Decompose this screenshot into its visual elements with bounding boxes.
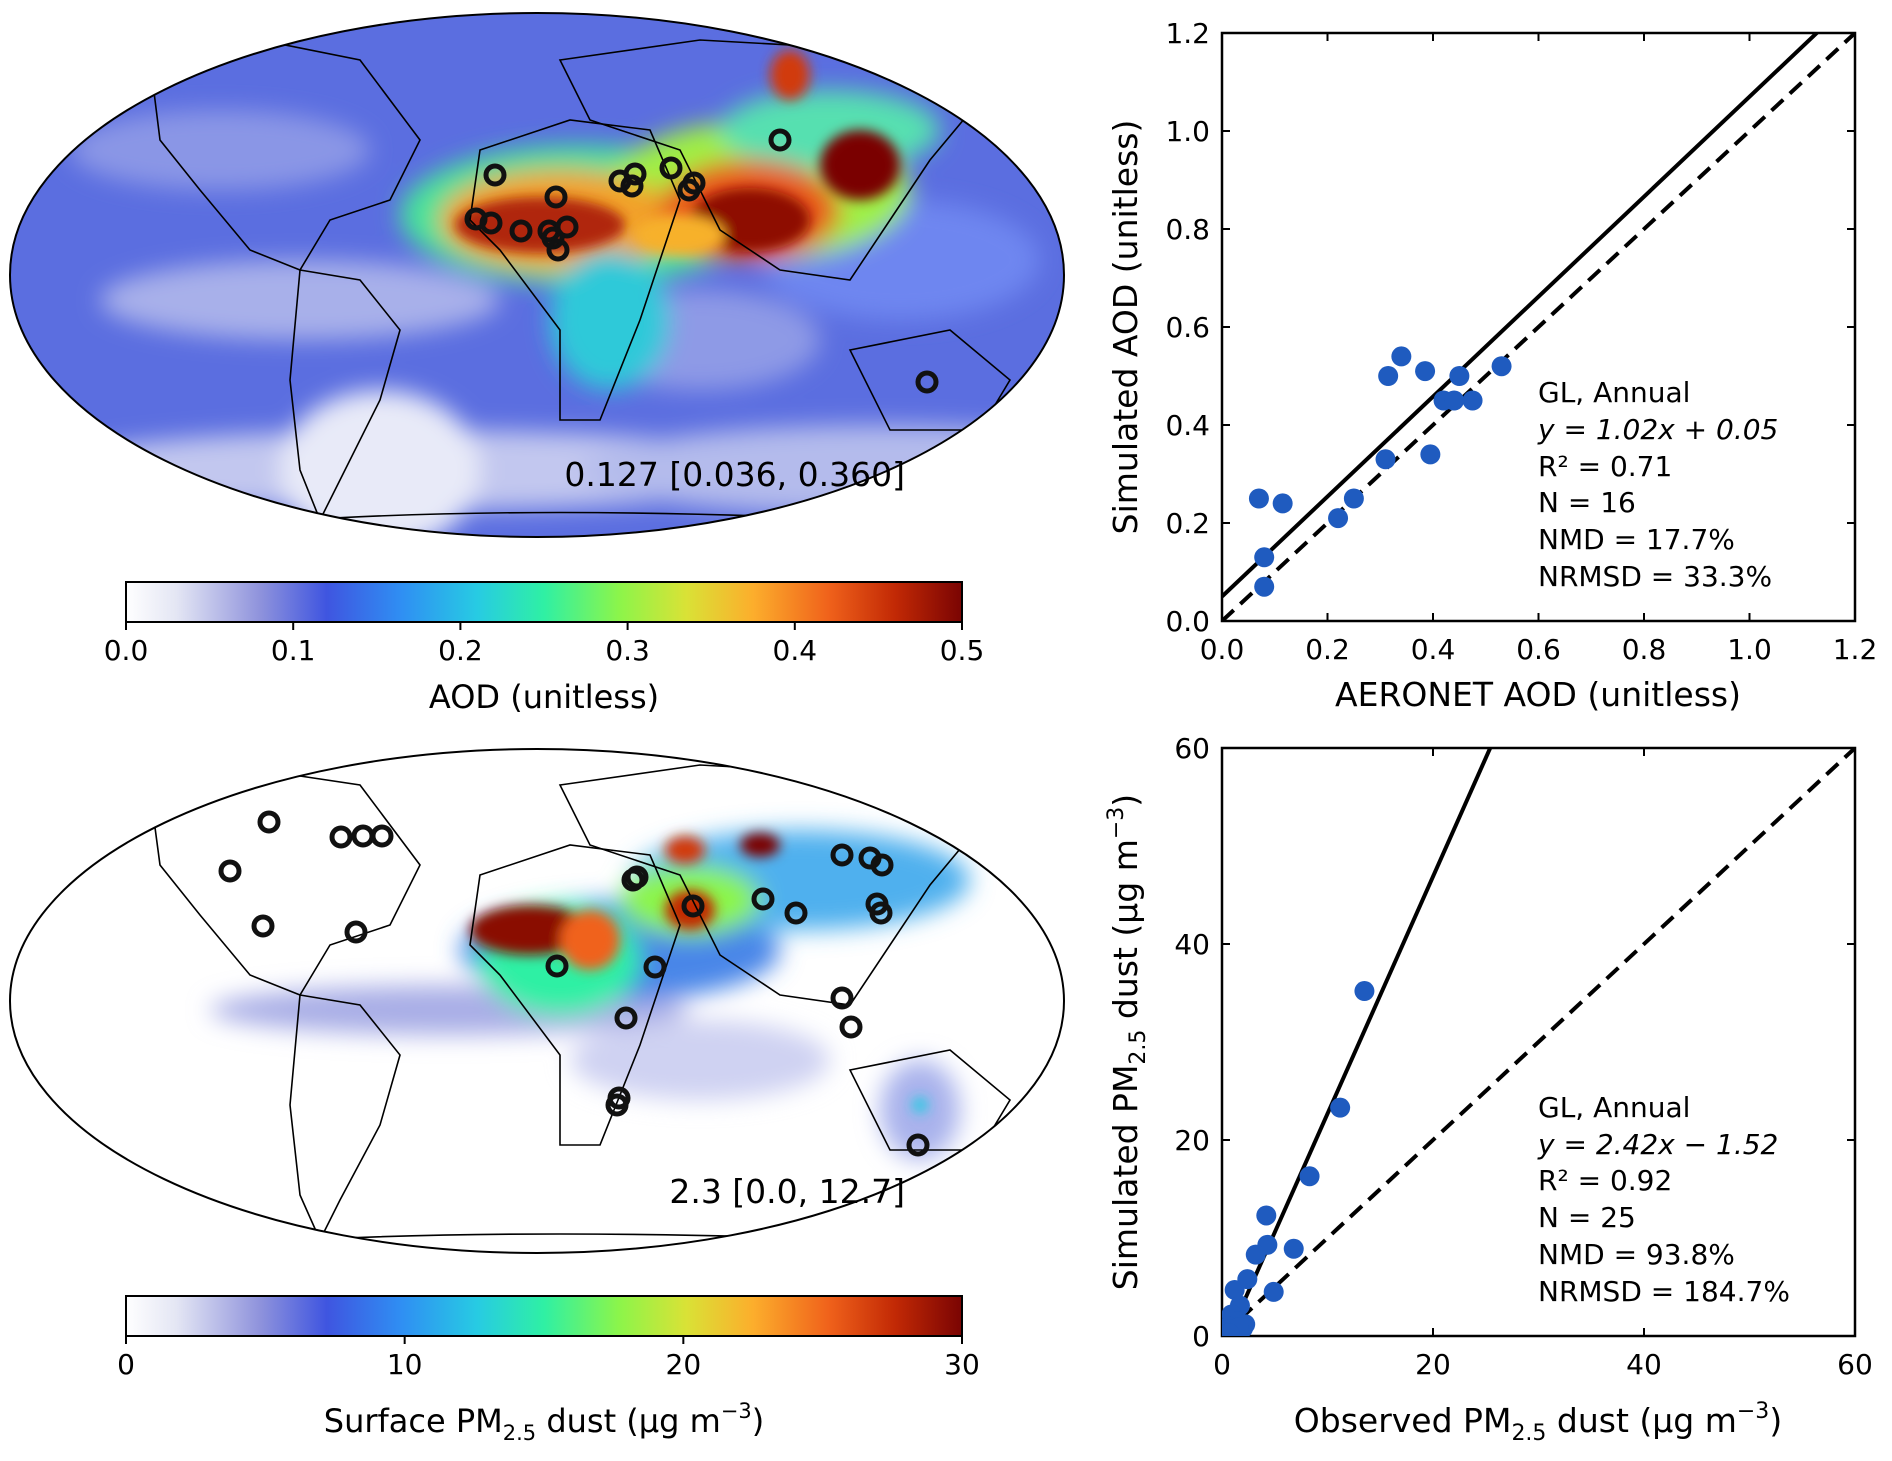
stat-r2: R² = 0.92 [1538,1164,1672,1197]
aod-scatter-data-point [1415,361,1436,382]
pm25-colorbar-tick-label: 10 [387,1348,423,1381]
stat-nrmsd: NRMSD = 184.7% [1538,1275,1790,1308]
stat-label: GL, Annual [1538,1091,1690,1124]
pm25-scatter-data-point [1263,1281,1284,1302]
aod-colorbar-tick-label: 0.2 [438,634,483,667]
aod-colorbar-tick-label: 0.0 [104,634,149,667]
aod-colorbar-tick-label: 0.3 [605,634,650,667]
pm25-scatter-ylabel: Simulated PM2.5 dust (μg m−3) [1104,794,1151,1290]
aod-scatter-x-tick-label: 0.2 [1305,633,1350,666]
pm25-scatter-y-tick-label: 20 [1174,1124,1210,1157]
aod-scatter-stats: GL, Annual y = 1.02x + 0.05 R² = 0.71 N … [1537,376,1778,593]
stat-n: N = 16 [1538,486,1636,519]
aod-scatter-y-tick-label: 0.0 [1165,605,1210,638]
aod-scatter-data-point [1328,508,1349,529]
aod-scatter-data-point [1375,449,1396,470]
pm25-scatter-x-tick-label: 0 [1213,1348,1231,1381]
aod-scatter-y-tick-label: 0.4 [1165,409,1210,442]
pm25-scatter-stats: GL, Annual y = 2.42x − 1.52 R² = 0.92 N … [1537,1091,1790,1308]
aod-scatter-x-tick-label: 0.0 [1200,633,1245,666]
aod-colorbar-tick-label: 0.4 [773,634,818,667]
stat-label: GL, Annual [1538,376,1690,409]
pm25-scatter-y-tick-label: 0 [1192,1320,1210,1353]
aod-scatter-data-point [1420,444,1441,465]
pm25-scatter-fit-line [1226,748,1493,1336]
aod-map-annotation: 0.127 [0.036, 0.360] [564,455,905,494]
aod-scatter-data-point [1272,493,1293,514]
pm25-scatter-y-tick-label: 60 [1174,732,1210,765]
aod-colorbar: 0.0 0.1 0.2 0.3 0.4 0.5 AOD (unitless) [104,581,985,716]
pm25-colorbar-label: Surface PM2.5 dust (μg m−3) [324,1399,765,1445]
pm25-map: 2.3 [0.0, 12.7] [9,748,1065,1254]
aod-scatter-x-tick-label: 1.0 [1727,633,1772,666]
aod-scatter-y-tick-label: 0.8 [1165,213,1210,246]
pm25-scatter-one-to-one-line [1222,748,1855,1336]
pm25-scatter-data-point [1224,1279,1245,1300]
stat-nmd: NMD = 93.8% [1538,1238,1735,1271]
pm25-scatter-data-point [1299,1166,1320,1187]
pm25-scatter-data-point [1354,981,1375,1002]
pm25-scatter-x-tick-label: 40 [1626,1348,1662,1381]
aod-scatter-data-point [1254,547,1275,568]
pm25-colorbar: 0 10 20 30 Surface PM2.5 dust (μg m−3) [117,1295,980,1445]
pm25-scatter-data-point [1222,1323,1240,1336]
pm25-scatter-x-tick-label: 20 [1415,1348,1451,1381]
aod-scatter-data-point [1462,390,1483,411]
pm25-scatter-xlabel: Observed PM2.5 dust (μg m−3) [1294,1399,1782,1446]
pm25-colorbar-tick-label: 0 [117,1348,135,1381]
aod-scatter-data-point [1343,488,1364,509]
aod-scatter-y-tick-label: 1.2 [1165,17,1210,50]
aod-scatter-ylabel: Simulated AOD (unitless) [1106,120,1145,535]
aod-scatter-data-point [1444,390,1465,411]
pm25-scatter-data-point [1256,1205,1277,1226]
stat-r2: R² = 0.71 [1538,450,1672,483]
aod-scatter-x-tick-label: 0.8 [1622,633,1667,666]
aod-scatter-fit-line [1222,33,1820,598]
pm25-scatter-plot: 0 20 40 60 0 20 40 60 Simulated PM2.5 dust (μg … [1104,732,1873,1446]
pm25-map-annotation: 2.3 [0.0, 12.7] [669,1172,905,1211]
pm25-colorbar-tick-label: 30 [944,1348,980,1381]
stat-n: N = 25 [1538,1201,1636,1234]
aod-colorbar-tick-label: 0.5 [940,634,985,667]
aod-scatter-y-tick-label: 1.0 [1165,115,1210,148]
stat-fit: y = 1.02x + 0.05 [1537,413,1778,446]
pm25-scatter-y-tick-label: 40 [1174,928,1210,961]
pm25-scatter-data-point [1330,1097,1351,1118]
aod-colorbar-tick-label: 0.1 [271,634,316,667]
aod-scatter-x-tick-label: 1.2 [1833,633,1878,666]
stat-nmd: NMD = 17.7% [1538,523,1735,556]
aod-scatter-data-point [1254,576,1275,597]
aod-scatter-x-tick-label: 0.6 [1516,633,1561,666]
aod-scatter-y-tick-label: 0.6 [1165,311,1210,344]
pm25-scatter-x-tick-label: 60 [1837,1348,1873,1381]
stat-fit: y = 2.42x − 1.52 [1537,1128,1778,1161]
aod-scatter-data-point [1491,356,1512,377]
stat-nrmsd: NRMSD = 33.3% [1538,560,1772,593]
aod-scatter-y-tick-label: 0.2 [1165,507,1210,540]
pm25-scatter-data-point [1283,1238,1304,1259]
aod-colorbar-label: AOD (unitless) [429,678,659,716]
aod-scatter-data-point [1391,346,1412,367]
aod-scatter-data-point [1378,366,1399,386]
pm25-colorbar-tick-label: 20 [666,1348,702,1381]
aod-scatter-x-tick-label: 0.4 [1411,633,1456,666]
aod-scatter-data-point [1248,488,1269,509]
aod-scatter-one-to-one-line [1222,33,1855,621]
aod-scatter-xlabel: AERONET AOD (unitless) [1335,675,1741,714]
aod-map: 0.127 [0.036, 0.360] [9,12,1065,538]
aod-scatter-data-point [1449,366,1470,386]
aod-scatter-plot: 0.0 0.2 0.4 0.6 0.8 1.0 1.2 0.0 0.2 0.4 0.6 0.8 1.0 1… [1106,17,1878,714]
pm25-scatter-data-point [1245,1244,1266,1265]
